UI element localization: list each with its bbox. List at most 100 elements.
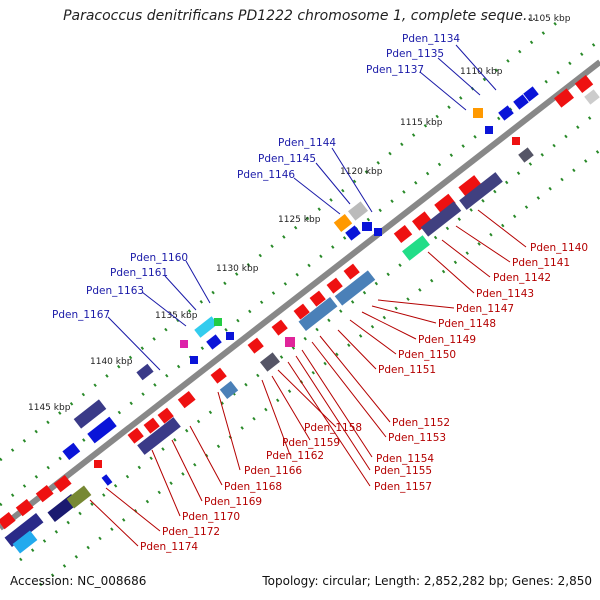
gene-feature[interactable] (584, 89, 600, 105)
gene-feature[interactable] (485, 126, 493, 134)
map-title: Paracoccus denitrificans PD1222 chromoso… (63, 8, 537, 24)
gene-feature[interactable] (348, 201, 368, 221)
gene-feature[interactable] (87, 416, 117, 444)
gene-label[interactable]: Pden_1169 (204, 496, 262, 508)
gene-label[interactable]: Pden_1166 (244, 465, 302, 477)
gene-label[interactable]: Pden_1152 (392, 417, 450, 429)
gene-feature[interactable] (15, 498, 34, 517)
gene-feature[interactable] (420, 201, 462, 237)
gene-feature[interactable] (35, 484, 54, 503)
gene-label[interactable]: Pden_1168 (224, 481, 282, 493)
gene-feature[interactable] (298, 296, 338, 332)
gene-feature[interactable] (554, 88, 574, 108)
gene-feature[interactable] (137, 417, 181, 455)
gene-label[interactable]: Pden_1149 (418, 334, 476, 346)
gene-label[interactable]: Pden_1172 (162, 526, 220, 538)
gene-feature[interactable] (343, 263, 360, 280)
gene-label[interactable]: Pden_1141 (512, 257, 570, 269)
gene-feature[interactable] (513, 94, 529, 110)
gene-feature[interactable] (362, 222, 372, 231)
gene-label[interactable]: Pden_1150 (398, 349, 456, 361)
gc-track-outer-top (0, 18, 561, 462)
gene-label[interactable]: Pden_1159 (282, 437, 340, 449)
tick-label: 1140 kbp (90, 357, 133, 367)
gene-feature[interactable] (293, 303, 310, 320)
gene-feature[interactable] (194, 316, 218, 338)
gene-label[interactable]: Pden_1148 (438, 318, 496, 330)
gene-feature[interactable] (214, 318, 222, 326)
gene-label[interactable]: Pden_1143 (476, 288, 534, 300)
gene-feature[interactable] (309, 290, 326, 307)
gene-feature[interactable] (226, 332, 234, 340)
gene-feature[interactable] (143, 417, 160, 434)
gene-feature[interactable] (247, 337, 264, 354)
gene-feature[interactable] (136, 363, 154, 381)
tick-label: 1125 kbp (278, 215, 321, 225)
gene-label[interactable]: Pden_1160 (130, 252, 188, 264)
gene-label[interactable]: Pden_1146 (237, 169, 295, 181)
gene-label[interactable]: Pden_1135 (386, 48, 444, 60)
gene-label[interactable]: Pden_1145 (258, 153, 316, 165)
gene-feature[interactable] (473, 108, 483, 118)
gene-feature[interactable] (219, 380, 239, 400)
gene-label[interactable]: Pden_1157 (374, 481, 432, 493)
gene-label[interactable]: Pden_1142 (493, 272, 551, 284)
gene-feature[interactable] (326, 277, 343, 294)
gene-feature[interactable] (94, 460, 102, 468)
gene-label[interactable]: Pden_1162 (266, 450, 324, 462)
gene-feature[interactable] (574, 74, 594, 94)
gene-feature[interactable] (12, 530, 38, 554)
gene-label[interactable]: Pden_1153 (388, 432, 446, 444)
gene-feature[interactable] (374, 228, 382, 236)
gene-feature[interactable] (190, 356, 198, 364)
gene-feature[interactable] (177, 390, 196, 409)
gene-feature[interactable] (523, 86, 539, 102)
gene-feature[interactable] (345, 225, 361, 241)
gene-feature[interactable] (434, 193, 456, 215)
gene-feature[interactable] (73, 399, 107, 429)
gene-label[interactable]: Pden_1170 (182, 511, 240, 523)
gene-label[interactable]: Pden_1140 (530, 242, 588, 254)
gene-label[interactable]: Pden_1144 (278, 137, 336, 149)
gene-label[interactable]: Pden_1174 (140, 541, 198, 553)
gene-label[interactable]: Pden_1154 (376, 453, 434, 465)
gene-label[interactable]: Pden_1137 (366, 64, 424, 76)
gene-feature[interactable] (180, 340, 188, 348)
gene-feature[interactable] (334, 270, 376, 306)
gene-label[interactable]: Pden_1151 (378, 364, 436, 376)
gene-feature[interactable] (66, 485, 92, 509)
gene-label[interactable]: Pden_1155 (374, 465, 432, 477)
gene-feature[interactable] (512, 137, 520, 145)
gene-feature[interactable] (271, 319, 288, 336)
gene-label[interactable]: Pden_1147 (456, 303, 514, 315)
chromosome-backbone (0, 59, 600, 531)
gene-label[interactable]: Pden_1158 (304, 422, 362, 434)
gene-feature[interactable] (285, 337, 295, 347)
gene-feature[interactable] (4, 512, 44, 548)
gene-feature[interactable] (101, 474, 113, 486)
gene-feature[interactable] (412, 211, 432, 231)
gene-feature[interactable] (333, 213, 353, 233)
gene-feature[interactable] (260, 352, 280, 372)
gene-label[interactable]: Pden_1161 (110, 267, 168, 279)
gene-feature[interactable] (402, 235, 430, 261)
tick-label: 1105 kbp (528, 14, 571, 24)
gene-feature[interactable] (157, 407, 174, 424)
gene-feature[interactable] (210, 367, 227, 384)
gene-label[interactable]: Pden_1163 (86, 285, 144, 297)
gene-label[interactable]: Pden_1167 (52, 309, 110, 321)
gene-feature[interactable] (127, 427, 144, 444)
gene-feature[interactable] (62, 442, 81, 461)
gene-feature[interactable] (0, 511, 16, 530)
gene-label[interactable]: Pden_1134 (402, 33, 460, 45)
gene-feature[interactable] (459, 172, 503, 210)
gene-feature[interactable] (498, 105, 514, 121)
gene-feature[interactable] (53, 474, 72, 493)
bottom-leader-lines (89, 209, 527, 547)
gene-feature[interactable] (393, 224, 413, 244)
gene-feature[interactable] (518, 147, 534, 163)
gene-feature[interactable] (458, 175, 482, 197)
gene-feature[interactable] (206, 334, 222, 350)
